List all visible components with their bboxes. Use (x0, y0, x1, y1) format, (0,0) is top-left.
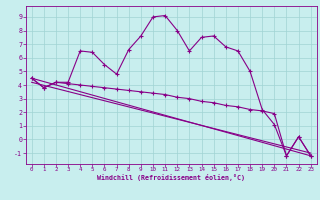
X-axis label: Windchill (Refroidissement éolien,°C): Windchill (Refroidissement éolien,°C) (97, 174, 245, 181)
